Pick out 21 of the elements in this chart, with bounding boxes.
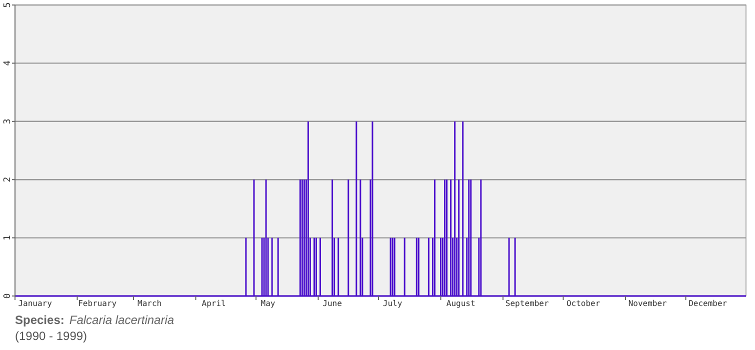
text: Species: [15,313,64,327]
x-tick-label: December [688,299,728,308]
y-tick-label: 5 [3,2,13,8]
y-tick-label: 1 [3,235,13,241]
y-tick-label: 4 [3,60,13,66]
y-tick-label: 3 [3,118,13,124]
x-tick-label: July [382,299,402,308]
x-tick-label: November [628,299,668,308]
x-tick-label: March [138,299,162,308]
text: (1990 - 1999) [15,329,88,343]
x-tick-label: October [566,299,600,308]
x-tick-label: June [322,299,342,308]
y-tick-label: 2 [3,176,13,182]
x-tick-label: August [446,299,476,308]
x-tick-label: April [202,299,226,308]
y-tick-label: 0 [3,293,13,299]
text: Falcaria lacertinaria [69,313,174,327]
x-tick-label: May [260,299,276,308]
x-tick-label: February [78,299,117,308]
x-tick-label: September [505,299,549,308]
x-tick-label: January [18,299,52,308]
